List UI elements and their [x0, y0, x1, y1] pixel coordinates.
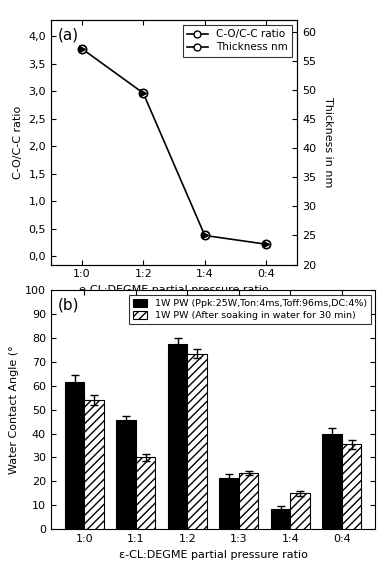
X-axis label: e-CL:DEGME partial pressure ratio: e-CL:DEGME partial pressure ratio	[79, 285, 269, 295]
Text: (b): (b)	[57, 298, 79, 312]
Bar	[322, 434, 342, 529]
Bar	[239, 473, 258, 529]
Bar	[187, 353, 207, 529]
Y-axis label: C-O/C-C ratio: C-O/C-C ratio	[13, 106, 23, 179]
Bar	[168, 344, 187, 529]
Bar	[291, 493, 310, 529]
Y-axis label: Water Contact Angle (°: Water Contact Angle (°	[9, 345, 20, 474]
Bar	[219, 478, 239, 529]
Bar	[65, 382, 84, 529]
Legend: 1W PW (Ppk:25W,Ton:4ms,Toff:96ms,DC:4%), 1W PW (After soaking in water for 30 mi: 1W PW (Ppk:25W,Ton:4ms,Toff:96ms,DC:4%),…	[129, 295, 371, 324]
Bar	[84, 400, 104, 529]
Bar	[136, 457, 155, 529]
Y-axis label: Thickness in nm: Thickness in nm	[323, 97, 333, 187]
Bar	[342, 444, 361, 529]
Legend: C-O/C-C ratio, Thickness nm: C-O/C-C ratio, Thickness nm	[183, 25, 292, 56]
X-axis label: ε-CL:DEGME partial pressure ratio: ε-CL:DEGME partial pressure ratio	[118, 550, 308, 559]
Bar	[116, 420, 136, 529]
Bar	[271, 509, 291, 529]
Text: (a): (a)	[58, 27, 79, 42]
